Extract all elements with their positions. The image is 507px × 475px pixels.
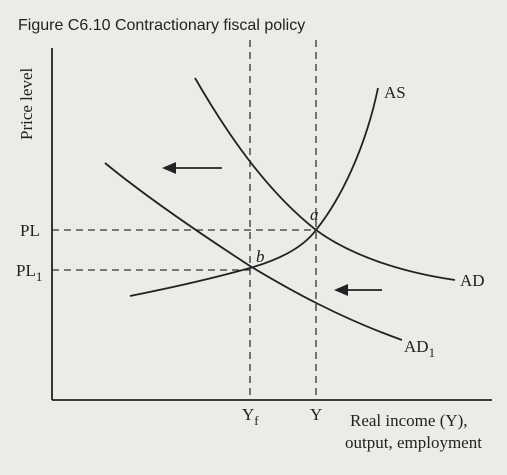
- ad1-sub: 1: [429, 345, 436, 360]
- title: Figure C6.10 Contractionary fiscal polic…: [18, 17, 305, 34]
- ad1-curve: [104, 162, 403, 341]
- pl-label: PL: [20, 221, 40, 240]
- ad1-label: AD1: [404, 337, 435, 360]
- yf-text: Y: [242, 405, 254, 424]
- y-axis-label: Price level: [17, 68, 36, 140]
- point-b: b: [256, 247, 265, 266]
- as-label: AS: [384, 83, 406, 102]
- pl1-label: PL1: [16, 261, 42, 284]
- y-label: Y: [310, 405, 322, 424]
- pl1-sub: 1: [36, 269, 43, 284]
- x-axis-label: Real income (Y),: [350, 411, 468, 430]
- x-axis-label: output, employment: [345, 433, 482, 452]
- pl1-text: PL: [16, 261, 36, 280]
- ad1-text: AD: [404, 337, 429, 356]
- ad-curve: [194, 77, 456, 281]
- point-a: a: [310, 205, 319, 224]
- arrow-head: [162, 162, 176, 174]
- yf-label: Yf: [242, 405, 259, 428]
- ad-label: AD: [460, 271, 485, 290]
- yf-sub: f: [254, 413, 259, 428]
- as-curve: [129, 87, 379, 297]
- arrow-head: [334, 284, 348, 296]
